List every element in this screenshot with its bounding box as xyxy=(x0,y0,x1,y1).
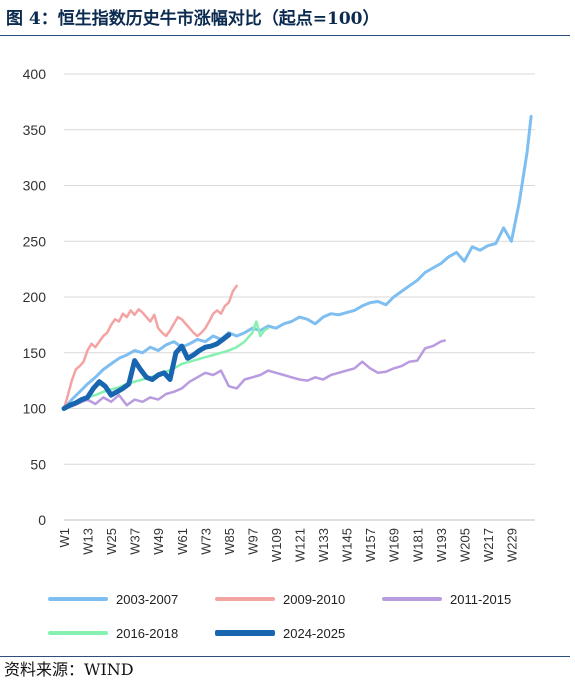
y-tick-label: 400 xyxy=(23,66,47,82)
x-tick-label: W193 xyxy=(434,528,449,562)
x-tick-label: W217 xyxy=(481,528,496,562)
y-tick-label: 350 xyxy=(23,122,47,138)
source-rule xyxy=(0,656,570,657)
x-tick-label: W205 xyxy=(457,528,472,562)
series-line-2024-2025 xyxy=(61,332,232,411)
gridlines xyxy=(64,73,535,521)
legend-swatch xyxy=(48,597,108,601)
x-tick-label: W97 xyxy=(245,528,260,555)
x-tick-label: W73 xyxy=(198,528,213,555)
legend-label: 2009-2010 xyxy=(283,591,346,607)
x-tick-label: W85 xyxy=(222,528,237,555)
x-tick-label: W109 xyxy=(269,528,284,562)
series-line-2009-2010 xyxy=(62,284,238,410)
y-tick-label: 250 xyxy=(23,233,47,249)
legend-item: 2016-2018 xyxy=(48,623,178,643)
legend-swatch xyxy=(215,597,275,601)
y-tick-label: 150 xyxy=(23,345,47,361)
legend-swatch xyxy=(48,631,108,635)
y-tick-label: 200 xyxy=(23,289,47,305)
y-axis-ticks: 0 50 100 150 200 250 300 350 400 xyxy=(23,66,47,528)
x-tick-label: W13 xyxy=(81,528,96,555)
x-tick-label: W157 xyxy=(363,528,378,562)
x-tick-label: W49 xyxy=(151,528,166,555)
x-tick-label: W133 xyxy=(316,528,331,562)
series-line-2003-2007 xyxy=(62,114,533,410)
x-tick-label: W145 xyxy=(340,528,355,562)
legend-swatch xyxy=(215,630,275,636)
y-tick-label: 0 xyxy=(38,512,46,528)
x-tick-label: W229 xyxy=(504,528,519,562)
x-tick-label: W61 xyxy=(175,528,190,555)
legend-swatch xyxy=(382,597,442,601)
legend: 2003-2007 2009-2010 2011-2015 2016-2018 2024… xyxy=(0,585,575,651)
legend-label: 2011-2015 xyxy=(450,591,512,607)
source-note: 资料来源：WIND xyxy=(4,660,134,679)
y-tick-label: 100 xyxy=(23,401,47,417)
series-line-2011-2015 xyxy=(62,339,446,410)
series-lines xyxy=(61,114,533,411)
x-tick-label: W37 xyxy=(128,528,143,555)
legend-item: 2009-2010 xyxy=(215,589,345,609)
title-rule xyxy=(0,35,570,36)
legend-label: 2003-2007 xyxy=(116,591,179,607)
legend-label: 2024-2025 xyxy=(283,625,346,641)
x-axis-ticks: W1 W13 W25 W37 W49 W61 W73 W85 W97 W109 W121 W133 W1… xyxy=(57,528,519,562)
x-tick-label: W1 xyxy=(57,528,72,548)
y-tick-label: 300 xyxy=(23,178,47,194)
figure-title: 图 4：恒生指数历史牛市涨幅对比（起点=100） xyxy=(6,9,380,29)
x-tick-label: W121 xyxy=(293,528,308,562)
legend-label: 2016-2018 xyxy=(116,625,179,641)
x-tick-label: W169 xyxy=(387,528,402,562)
legend-item: 2011-2015 xyxy=(382,589,511,609)
x-tick-label: W25 xyxy=(104,528,119,555)
y-tick-label: 50 xyxy=(30,456,46,472)
x-tick-label: W181 xyxy=(410,528,425,562)
legend-item: 2003-2007 xyxy=(48,589,178,609)
legend-item: 2024-2025 xyxy=(215,623,345,643)
